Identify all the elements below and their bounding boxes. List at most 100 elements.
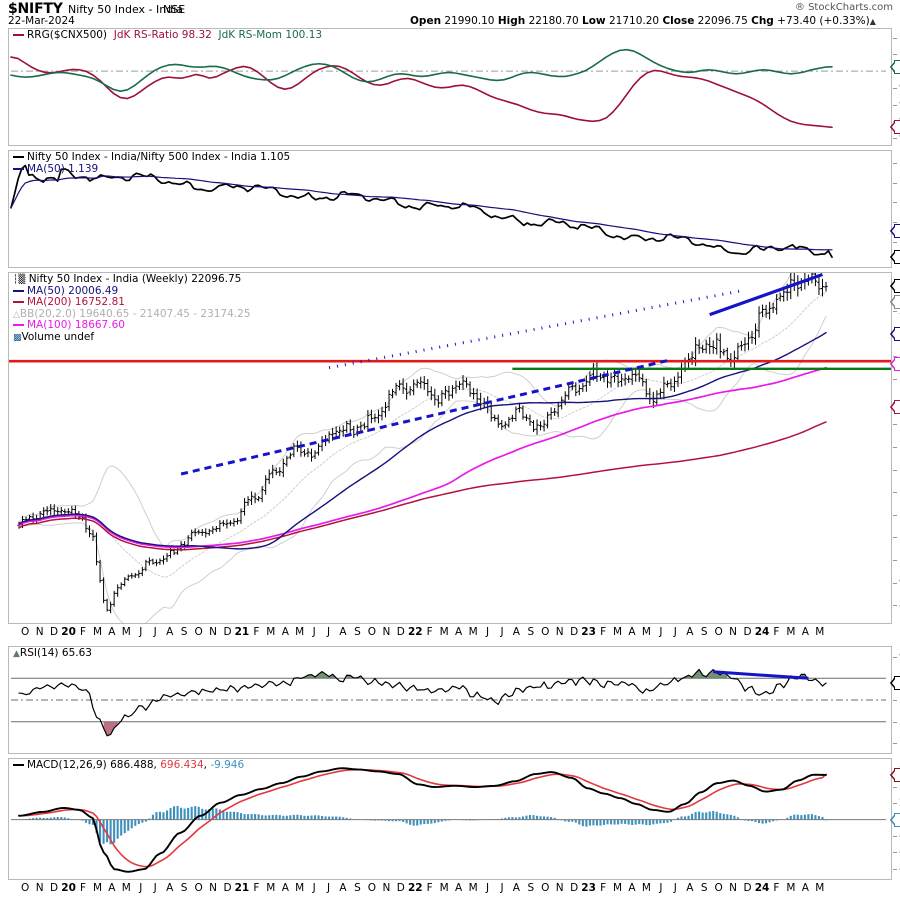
x-axis-month-label: O — [367, 882, 377, 894]
ma200-value: 16752.81 — [74, 296, 125, 308]
x-axis-month-label: D — [223, 626, 232, 638]
rrg-line-swatch-icon — [13, 34, 24, 36]
x-axis-month-label: M — [815, 882, 825, 894]
x-axis-month-label: D — [743, 882, 752, 894]
ratio-ma-label: MA(50) — [27, 162, 65, 175]
macd-panel[interactable]: MACD(12,26,9) 686.488, 696.434, -9.946 7… — [8, 758, 900, 880]
macd-histogram — [21, 805, 828, 845]
rrg-y-axis: 101.0100.5100.099.599.098.598.0100.1398.… — [890, 29, 900, 145]
x-axis-month-label: N — [35, 882, 44, 894]
x-axis-month-label: O — [541, 882, 550, 894]
x-axis-month-label: M — [295, 882, 305, 894]
x-axis-month-label: 24 — [754, 626, 770, 638]
price-plot-area[interactable] — [9, 273, 891, 623]
x-axis-month-label: M — [266, 882, 276, 894]
rrg-plot-area[interactable] — [9, 29, 891, 145]
rsi-value: 65.63 — [61, 647, 92, 659]
ratio-legend: Nifty 50 Index - India/Nifty 500 Index -… — [13, 151, 291, 175]
x-axis-month-label: N — [35, 626, 44, 638]
x-axis-month-label: S — [354, 882, 361, 894]
macd-value: 686.488 — [110, 759, 154, 771]
rsi-mountain-icon: ▲ — [13, 649, 20, 659]
x-axis-month-label: M — [786, 882, 796, 894]
x-axis-month-label: M — [92, 882, 103, 894]
x-axis-month-label: F — [600, 882, 607, 894]
x-axis-month-label: A — [455, 882, 463, 894]
volume-label: Volume undef — [21, 330, 95, 343]
x-axis-month-label: J — [312, 882, 316, 894]
rrg-mom-value: 100.13 — [285, 29, 323, 41]
price-callout: 21407.45 — [890, 295, 900, 309]
bb-value: 19640.65 - 21407.45 - 23174.25 — [79, 307, 251, 320]
x-axis-month-label: S — [700, 626, 708, 638]
price-callout: 1.105 — [890, 250, 900, 265]
x-axis-month-label: O — [194, 626, 203, 638]
rrg-legend-name: RRG($CNX500) — [27, 29, 108, 41]
ma50-label: MA(50) — [27, 284, 65, 297]
x-axis-month-label: M — [815, 626, 825, 638]
x-axis-month-label: A — [801, 882, 809, 894]
x-axis-main: O N D 20 F M A M J J A S O N D 21 F M A M J J A S O N D 22 F M A M J J A S O… — [8, 626, 835, 642]
high-label: High — [497, 15, 526, 27]
x-axis-month-label: M — [439, 882, 449, 894]
x-axis-month-label: M — [92, 626, 103, 638]
rsi-panel[interactable]: ▲RSI(14) 65.63 907050301065.63 — [8, 646, 900, 754]
x-axis-month-label: A — [686, 882, 694, 894]
ratio-legend-value: 1.105 — [260, 151, 291, 163]
price-callout: 22096.75 — [890, 279, 900, 294]
x-axis-month-label: J — [673, 626, 677, 638]
chart-header: $NIFTY Nifty 50 Index - India NSE 22-Mar… — [0, 0, 900, 27]
x-axis-month-label: N — [209, 882, 217, 894]
x-axis-month-label: A — [512, 626, 520, 638]
macd-swatch-icon — [13, 764, 24, 766]
macd-plot-area[interactable] — [9, 759, 891, 879]
price-panel[interactable]: ┆▒ Nifty 50 Index - India (Weekly) 22096… — [8, 272, 900, 624]
x-axis-month-label: J — [500, 882, 504, 894]
up-arrow-icon: ▲ — [869, 17, 876, 26]
ma50-swatch-icon — [13, 289, 24, 292]
ohlc-quote-bar: Open 21990.10 High 22180.70 Low 21710.20… — [410, 15, 876, 27]
x-axis-month-label: O — [714, 882, 723, 894]
chg-label: Chg — [751, 15, 774, 27]
high-value: 22180.70 — [528, 15, 579, 27]
macd-y-axis: 7505002500-250-500-750686.488-9.946 — [889, 759, 900, 879]
stockcharts-credit: ® StockCharts.com — [794, 2, 893, 13]
rsi-legend: ▲RSI(14) 65.63 — [13, 647, 92, 661]
x-axis-month-label: A — [628, 626, 636, 638]
x-axis-month-label: N — [729, 882, 738, 894]
x-axis-month-label: D — [570, 626, 579, 638]
ratio-ma-swatch-icon — [13, 167, 24, 170]
x-axis-month-label: D — [396, 626, 405, 638]
x-axis-month-label: 20 — [61, 882, 76, 894]
x-axis-month-label: D — [396, 882, 405, 894]
x-axis-month-label: S — [180, 882, 188, 894]
price-callout: 20006.49 — [890, 326, 900, 341]
x-axis-month-label: F — [600, 626, 607, 638]
rsi-plot-area[interactable] — [9, 647, 891, 753]
x-axis-month-label: S — [700, 882, 708, 894]
x-axis-month-label: M — [121, 626, 131, 638]
x-axis-month-label: F — [773, 626, 780, 638]
open-label: Open — [410, 15, 442, 27]
x-axis-month-label: S — [354, 626, 361, 638]
rrg-ratio-label: JdK RS-Ratio — [113, 29, 179, 41]
close-value: 22096.75 — [697, 15, 748, 27]
price-callout: 65.63 — [890, 676, 900, 690]
x-axis-month-label: A — [339, 626, 347, 638]
x-axis-month-label: M — [641, 882, 651, 894]
macd-legend: MACD(12,26,9) 686.488, 696.434, -9.946 — [13, 759, 244, 772]
symbol-exchange: NSE — [163, 3, 186, 16]
ratio-line-swatch-icon — [13, 156, 24, 158]
open-value: 21990.10 — [444, 15, 495, 27]
x-axis-month-label: A — [108, 626, 116, 638]
x-axis-month-label: 21 — [234, 882, 250, 894]
x-axis-month-label: A — [686, 626, 694, 638]
price-y-axis: 2200021000200001900018000170001600015000… — [890, 273, 900, 623]
rrg-panel[interactable]: RRG($CNX500) JdK RS-Ratio 98.32 JdK RS-M… — [8, 28, 900, 146]
ratio-panel[interactable]: Nifty 50 Index - India/Nifty 500 Index -… — [8, 150, 900, 268]
x-axis-month-label: A — [281, 626, 289, 638]
x-axis-month-label: M — [786, 626, 796, 638]
x-axis-month-label: J — [153, 882, 157, 894]
ratio-plot-area[interactable] — [9, 151, 891, 267]
macd-label: MACD(12,26,9) — [27, 759, 107, 771]
